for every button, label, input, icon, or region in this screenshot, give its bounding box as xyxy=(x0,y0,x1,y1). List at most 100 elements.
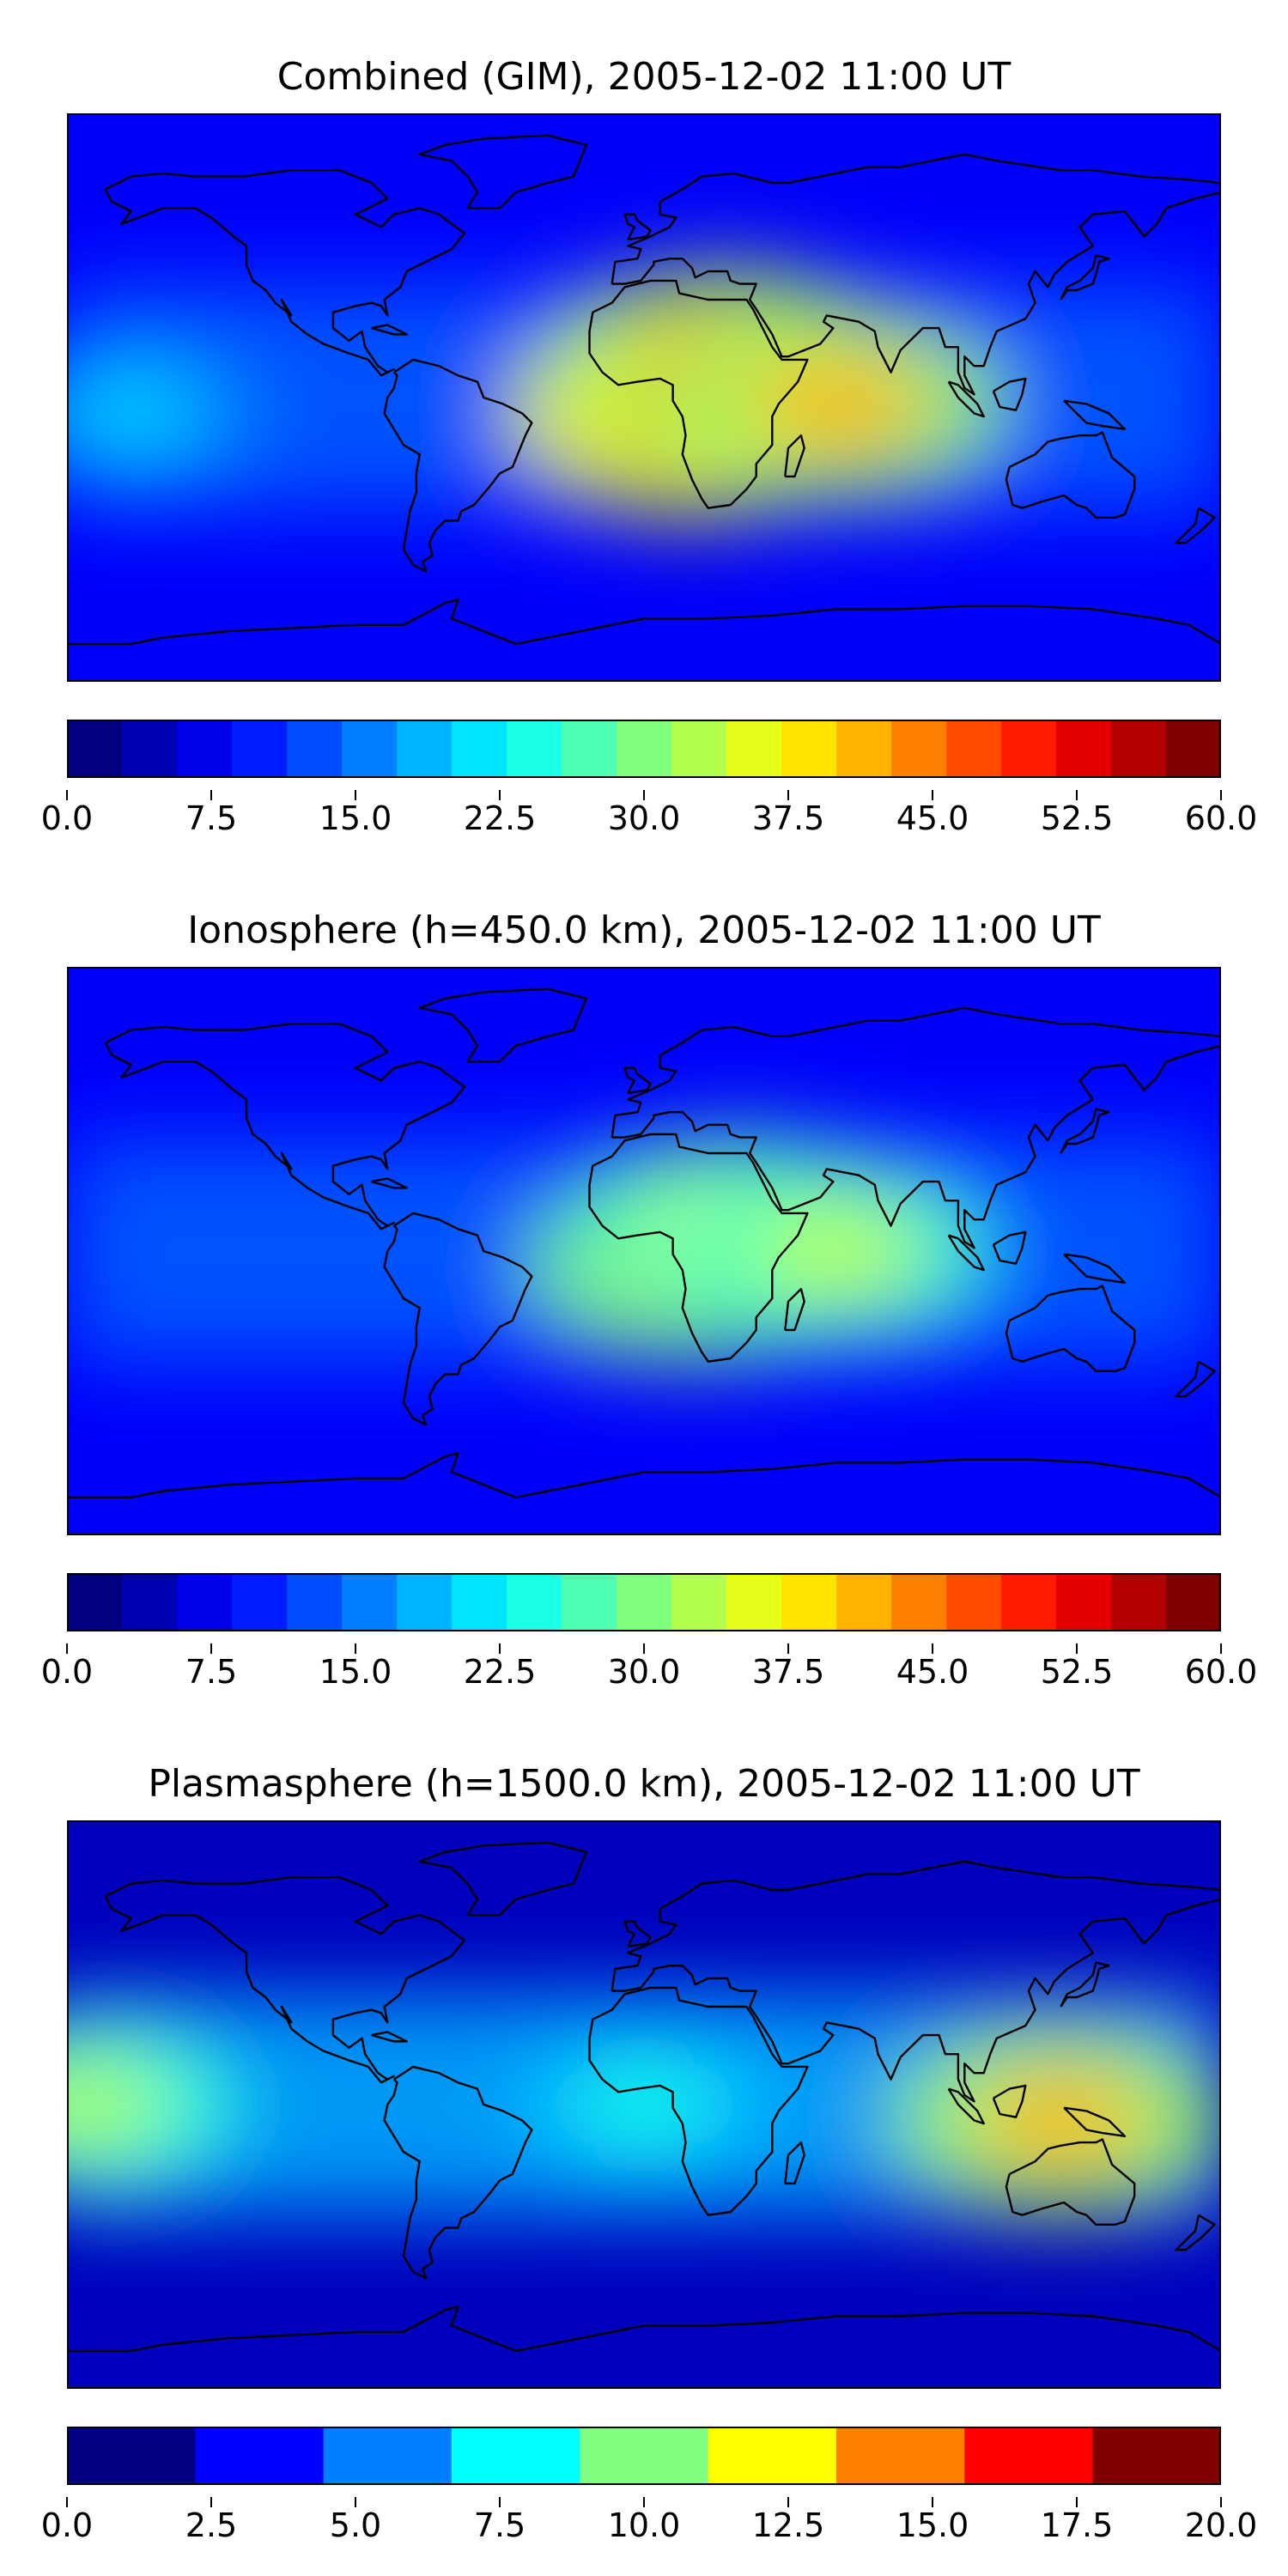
coastline-greenland xyxy=(418,1841,587,1917)
colorbar-segment xyxy=(122,720,178,778)
coastline-cuba xyxy=(371,1177,408,1189)
colorbar-tick-label: 5.0 xyxy=(329,2506,382,2544)
colorbar-tick-label: 10.0 xyxy=(607,2506,681,2544)
colorbar-frame xyxy=(67,720,1221,778)
colorbar-tick-mark xyxy=(1220,1643,1222,1654)
colorbar-tick-mark xyxy=(932,790,933,800)
coastline-sumatra xyxy=(947,1234,985,1272)
colorbar-segment xyxy=(177,720,233,778)
colorbar-tick-label: 45.0 xyxy=(896,1653,969,1691)
map-plot xyxy=(67,113,1221,682)
colorbar-segment xyxy=(781,720,837,778)
coastline-north-america xyxy=(104,168,466,377)
colorbar-tick-label: 52.5 xyxy=(1040,799,1114,837)
colorbar-ticks: 0.0 2.5 5.0 7.5 10.0 12.5 15.0 17.5 20.0 xyxy=(0,2497,1288,2547)
colorbar-tick-label: 15.0 xyxy=(319,1653,392,1691)
colorbar-tick-label: 22.5 xyxy=(463,1653,537,1691)
colorbar-tick-mark xyxy=(210,2497,212,2507)
colorbar-segment xyxy=(1111,1573,1167,1631)
coastline-south-america xyxy=(383,1212,533,1426)
coastline-north-america xyxy=(104,1022,466,1230)
colorbar-segment xyxy=(232,1573,288,1631)
colorbar-tick-label: 30.0 xyxy=(607,799,681,837)
colorbar-segment xyxy=(891,720,947,778)
coastline-madagascar xyxy=(784,1287,805,1332)
colorbar-tick-label: 12.5 xyxy=(751,2506,825,2544)
colorbar-tick-mark xyxy=(499,1643,501,1654)
colorbar-tick-mark xyxy=(787,2497,789,2507)
colorbar-segment xyxy=(1056,720,1112,778)
colorbar-tick-mark xyxy=(643,2497,645,2507)
colorbar-tick-mark xyxy=(499,2497,501,2507)
map-plot xyxy=(67,1820,1221,2389)
colorbar-segment xyxy=(781,1573,837,1631)
colorbar-tick-mark xyxy=(355,2497,356,2507)
colorbar-segment xyxy=(708,2427,837,2485)
colorbar-segment xyxy=(397,720,453,778)
tec-peak xyxy=(567,2060,721,2149)
coastline-borneo xyxy=(992,1230,1027,1265)
colorbar-segment xyxy=(836,2427,965,2485)
coastline-antarctica xyxy=(67,598,1221,646)
colorbar xyxy=(67,2427,1221,2485)
map-plot xyxy=(67,967,1221,1535)
colorbar-tick-mark xyxy=(932,2497,933,2507)
colorbar-segment xyxy=(342,720,398,778)
coastline-new-guinea xyxy=(1063,2106,1127,2137)
coastline-greenland xyxy=(418,987,587,1063)
coastline-south-america xyxy=(383,2065,533,2280)
colorbar-segment xyxy=(177,1573,233,1631)
colorbar-segment xyxy=(671,720,727,778)
colorbar-tick-mark xyxy=(499,790,501,800)
colorbar-tick-label: 22.5 xyxy=(463,799,537,837)
colorbar-segment xyxy=(1056,1573,1112,1631)
colorbar-tick-label: 30.0 xyxy=(607,1653,681,1691)
coastline-sumatra xyxy=(947,2087,985,2125)
coastline-eurasia xyxy=(611,1860,1221,2103)
colorbar-frame xyxy=(67,1573,1221,1631)
coastline-antarctica xyxy=(67,1452,1221,1499)
colorbar-tick-label: 0.0 xyxy=(40,1653,94,1691)
coastline-new-guinea xyxy=(1063,1253,1127,1284)
colorbar-tick-mark xyxy=(643,1643,645,1654)
coastline-borneo xyxy=(992,377,1027,411)
colorbar-frame xyxy=(67,2427,1221,2485)
chart-title: Ionosphere (h=450.0 km), 2005-12-02 11:0… xyxy=(187,908,1101,952)
colorbar-ticks: 0.0 7.5 15.0 22.5 30.0 37.5 45.0 52.5 60.0 xyxy=(0,790,1288,840)
colorbar-segment xyxy=(452,2427,580,2485)
colorbar-segment xyxy=(67,1573,123,1631)
colorbar-segment xyxy=(323,2427,453,2485)
colorbar-segment xyxy=(617,720,672,778)
colorbar-tick-mark xyxy=(66,790,68,800)
colorbar-tick-mark xyxy=(787,790,789,800)
tec-peak xyxy=(751,1203,921,1299)
colorbar xyxy=(67,720,1221,778)
colorbar-tick-label: 37.5 xyxy=(751,1653,825,1691)
coastline-britain xyxy=(623,213,652,241)
colorbar-segment xyxy=(671,1573,727,1631)
colorbar-tick-label: 60.0 xyxy=(1184,799,1258,837)
colorbar-segment xyxy=(964,2427,1094,2485)
coastline-cuba xyxy=(371,324,408,336)
coastline-sumatra xyxy=(947,380,985,418)
tec-peak xyxy=(746,352,927,455)
coastline-japan xyxy=(1060,1108,1110,1154)
map-frame xyxy=(67,967,1221,1535)
tec-peak xyxy=(67,371,206,456)
colorbar-segment xyxy=(726,720,782,778)
chart-title: Combined (GIM), 2005-12-02 11:00 UT xyxy=(276,55,1012,99)
colorbar-tick-label: 20.0 xyxy=(1184,2506,1258,2544)
colorbar-tick-label: 37.5 xyxy=(751,799,825,837)
coastline-eurasia xyxy=(611,153,1221,396)
colorbar-segment xyxy=(836,1573,892,1631)
colorbar-tick-mark xyxy=(355,1643,356,1654)
colorbar-tick-label: 45.0 xyxy=(896,799,969,837)
coastline-antarctica xyxy=(67,2306,1221,2353)
colorbar-tick-mark xyxy=(787,1643,789,1654)
colorbar-tick-mark xyxy=(66,2497,68,2507)
colorbar-tick-mark xyxy=(355,790,356,800)
colorbar xyxy=(67,1573,1221,1631)
colorbar-tick-label: 15.0 xyxy=(319,799,392,837)
colorbar-segment xyxy=(836,720,892,778)
colorbar-segment xyxy=(67,720,123,778)
